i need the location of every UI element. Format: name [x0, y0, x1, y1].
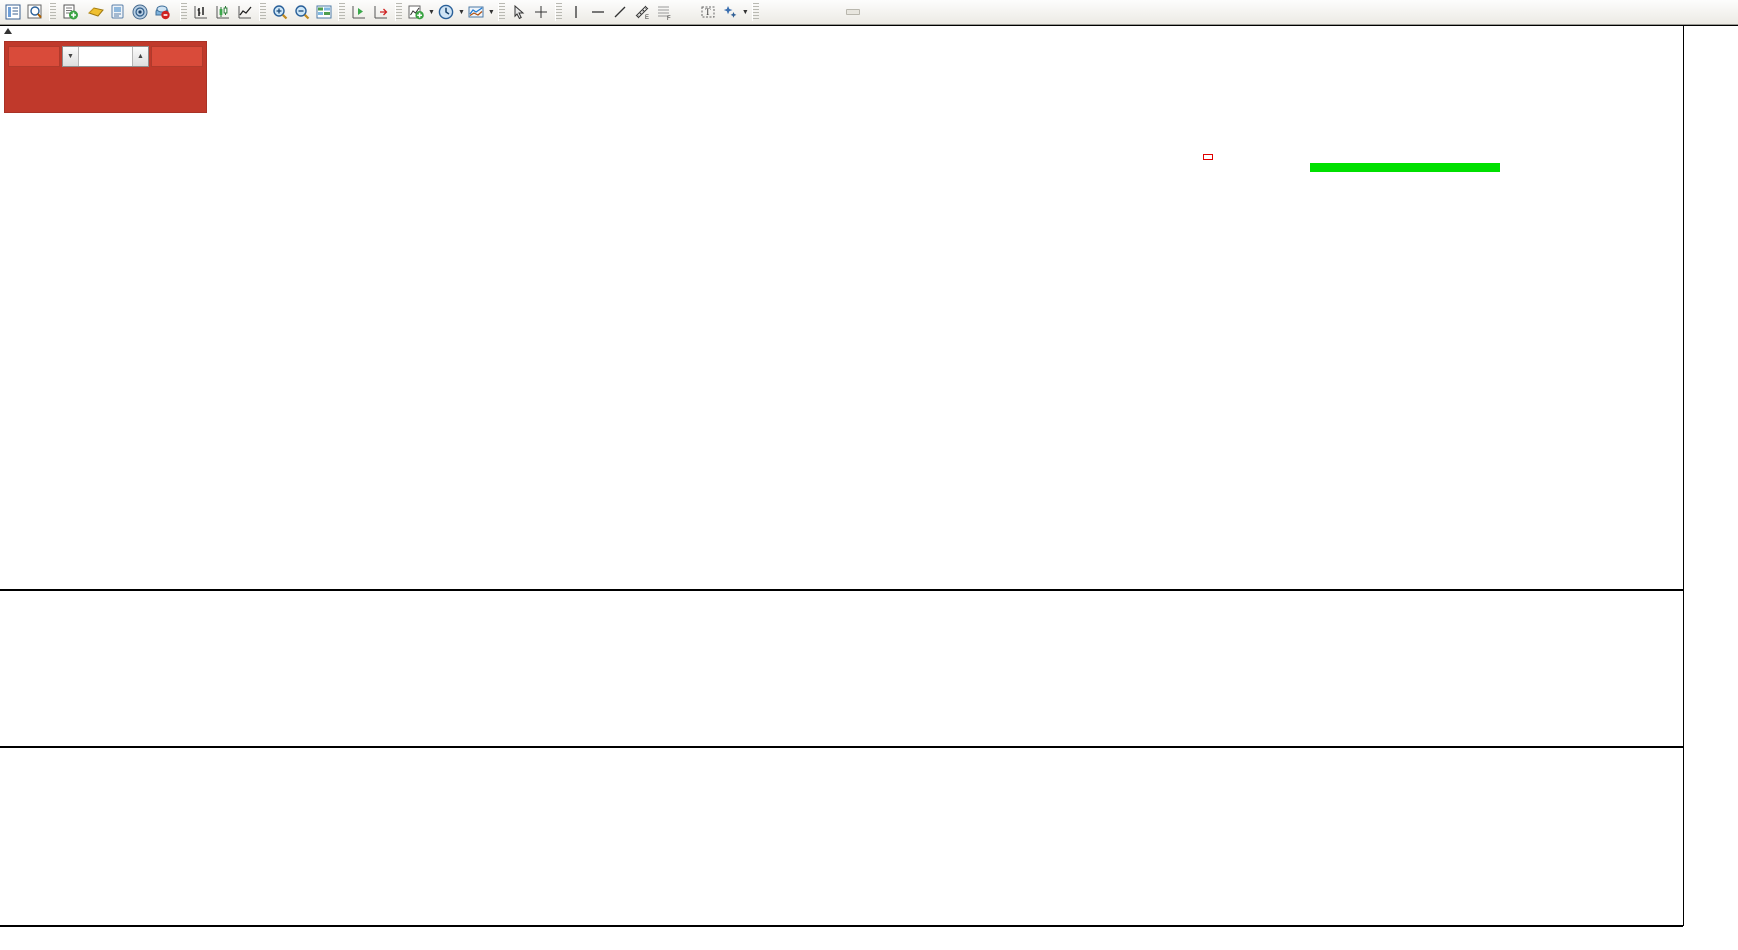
price-chart-svg — [0, 26, 1683, 591]
timeframe-m5[interactable] — [776, 9, 790, 15]
trade-panel-top-row: ▼ ▲ — [5, 42, 206, 68]
expert-advisors-icon[interactable] — [85, 1, 107, 23]
highlight-bar — [1310, 163, 1500, 172]
svg-text:T: T — [705, 7, 711, 17]
line-chart-icon[interactable] — [234, 1, 256, 23]
indicators-icon[interactable] — [405, 1, 427, 23]
svg-text:F: F — [667, 16, 671, 21]
buy-price[interactable] — [107, 70, 203, 109]
toolbar-separator — [395, 3, 402, 21]
templates-dropdown-caret[interactable]: ▼ — [487, 8, 495, 16]
price-pane[interactable] — [0, 26, 1683, 591]
volume-stepper[interactable]: ▼ ▲ — [62, 46, 149, 67]
volume-increase-button[interactable]: ▲ — [132, 47, 148, 66]
macd-pane[interactable] — [0, 593, 1683, 748]
volume-decrease-button[interactable]: ▼ — [63, 47, 79, 66]
chart-window: ▼ ▲ — [0, 25, 1738, 950]
main-toolbar: ▼ ▼ ▼ E F T ▼ — [0, 0, 1738, 25]
horizontal-line-icon[interactable] — [587, 1, 609, 23]
toolbar-separator — [49, 3, 56, 21]
buy-button[interactable] — [151, 46, 203, 67]
timeframe-w1[interactable] — [860, 9, 874, 15]
one-click-trading-panel[interactable]: ▼ ▲ — [4, 41, 207, 113]
shapes-icon[interactable] — [719, 1, 741, 23]
zoom-out-icon[interactable] — [291, 1, 313, 23]
auto-trading-button[interactable] — [151, 1, 177, 23]
sell-button[interactable] — [8, 46, 60, 67]
macd-chart-svg — [0, 593, 1683, 748]
price-axis[interactable] — [1683, 26, 1738, 926]
chart-grid-icon[interactable] — [313, 1, 335, 23]
timeframe-m30[interactable] — [804, 9, 818, 15]
trendline-icon[interactable] — [609, 1, 631, 23]
zoom-in-icon[interactable] — [269, 1, 291, 23]
pivot-price-annotation — [1203, 154, 1213, 160]
toolbar-separator — [554, 3, 562, 21]
timeframe-m1[interactable] — [762, 9, 776, 15]
signals-icon[interactable] — [129, 1, 151, 23]
strategy-tester-icon[interactable] — [107, 1, 129, 23]
timeframe-d1[interactable] — [845, 9, 860, 15]
data-window-icon[interactable] — [24, 1, 46, 23]
svg-text:E: E — [645, 15, 649, 21]
rsi-pane[interactable] — [0, 750, 1683, 926]
fibonacci-icon[interactable]: F — [653, 1, 675, 23]
periods-icon[interactable] — [435, 1, 457, 23]
market-watch-icon[interactable] — [2, 1, 24, 23]
collapse-triangle-icon[interactable] — [4, 28, 12, 34]
indicators-dropdown-caret[interactable]: ▼ — [428, 8, 435, 16]
bar-chart-icon[interactable] — [190, 1, 212, 23]
timeframe-m15[interactable] — [790, 9, 804, 15]
trade-panel-prices — [5, 68, 206, 112]
templates-icon[interactable] — [465, 1, 487, 23]
volume-input[interactable] — [79, 47, 132, 66]
text-label-icon[interactable]: T — [697, 1, 719, 23]
shapes-dropdown-caret[interactable]: ▼ — [741, 8, 749, 16]
new-order-button[interactable] — [59, 1, 85, 23]
toolbar-separator — [751, 3, 759, 21]
sell-price[interactable] — [8, 70, 104, 109]
cursor-icon[interactable] — [508, 1, 530, 23]
toolbar-separator — [497, 3, 505, 21]
rsi-chart-svg — [0, 750, 1683, 926]
auto-scroll-icon[interactable] — [348, 1, 370, 23]
timeframe-h4[interactable] — [832, 9, 846, 15]
vertical-line-icon[interactable] — [565, 1, 587, 23]
toolbar-separator — [338, 3, 345, 21]
equidistant-channel-icon[interactable]: E — [631, 1, 653, 23]
candlestick-chart-icon[interactable] — [212, 1, 234, 23]
text-icon[interactable] — [675, 1, 697, 23]
timeframe-mn[interactable] — [874, 9, 888, 15]
timeframe-h1[interactable] — [818, 9, 832, 15]
toolbar-separator — [180, 3, 187, 21]
toolbar-separator — [259, 3, 266, 21]
chart-shift-icon[interactable] — [370, 1, 392, 23]
periods-dropdown-caret[interactable]: ▼ — [457, 8, 465, 16]
time-axis[interactable] — [0, 926, 1683, 950]
chart-title-bar — [4, 28, 16, 34]
crosshair-icon[interactable] — [530, 1, 552, 23]
